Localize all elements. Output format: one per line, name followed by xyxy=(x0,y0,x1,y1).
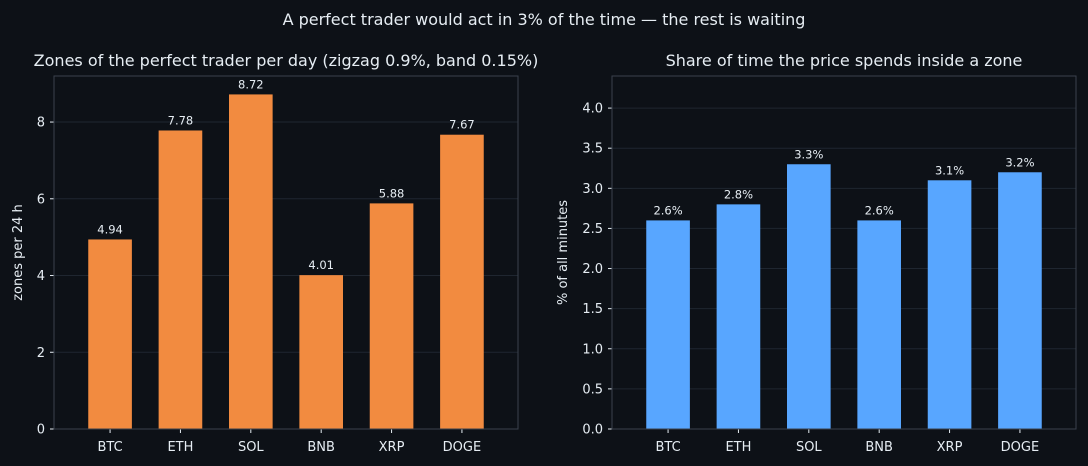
panel2-bar-btc xyxy=(646,220,690,429)
panel2-ytick-label: 2.5 xyxy=(582,222,603,237)
panel1-ytick-label: 2 xyxy=(37,346,45,361)
panel1-bar-xrp xyxy=(369,203,414,429)
panel1-data-label: 5.88 xyxy=(379,186,405,200)
panel1-ytick-label: 0 xyxy=(37,423,45,438)
panel1-xtick-label: BNB xyxy=(307,440,335,455)
panel2-y-axis-label: % of all minutes xyxy=(556,200,571,305)
panel2-ytick-label: 3.0 xyxy=(582,182,603,197)
panel1-title: Zones of the perfect trader per day (zig… xyxy=(34,51,539,70)
panel1-y-axis-label: zones per 24 h xyxy=(11,204,26,301)
panel2-xtick-label: ETH xyxy=(725,440,751,455)
panel1-data-label: 4.01 xyxy=(308,258,334,272)
panel2-bar-xrp xyxy=(927,180,972,429)
panel2-ytick-label: 0.0 xyxy=(582,423,603,438)
panel1-ytick-label: 4 xyxy=(37,269,45,284)
panel2-ytick-label: 0.5 xyxy=(582,382,603,397)
panel1-xtick-label: DOGE xyxy=(443,440,482,455)
panel2-xtick-label: BTC xyxy=(655,440,680,455)
panel2-bar-doge xyxy=(998,172,1042,430)
panel2-bar-eth xyxy=(716,204,761,429)
panel1-xtick-label: ETH xyxy=(167,440,193,455)
panel1-xtick-label: XRP xyxy=(379,440,405,455)
panel1-xtick-label: BTC xyxy=(97,440,122,455)
panel2-axes-frame xyxy=(611,75,1077,430)
panel2-bar-sol xyxy=(786,164,831,429)
panel2-title: Share of time the price spends inside a … xyxy=(666,51,1023,70)
panel1-xtick-label: SOL xyxy=(238,440,264,455)
panel2-data-label: 3.3% xyxy=(794,147,823,161)
panel2-xtick-label: DOGE xyxy=(1001,440,1040,455)
panel2-ytick-label: 1.0 xyxy=(582,342,603,357)
panel2-xtick-label: XRP xyxy=(937,440,963,455)
panel1-data-label: 7.67 xyxy=(449,118,475,132)
panel1-ytick-label: 8 xyxy=(37,116,45,131)
panel2-data-label: 2.6% xyxy=(865,203,894,217)
panel2-ytick-label: 4.0 xyxy=(582,102,603,117)
panel2-data-label: 3.2% xyxy=(1005,155,1034,169)
panel2-xtick-label: BNB xyxy=(865,440,893,455)
figure-title: A perfect trader would act in 3% of the … xyxy=(282,10,806,29)
panel1-data-label: 7.78 xyxy=(168,113,194,127)
panel2-ytick-label: 1.5 xyxy=(582,302,603,317)
panel1-bar-btc xyxy=(88,239,132,429)
panel1-bar-sol xyxy=(228,94,273,429)
panel2-data-label: 2.6% xyxy=(653,203,682,217)
panel1-data-label: 8.72 xyxy=(238,77,264,91)
panel2-xtick-label: SOL xyxy=(796,440,822,455)
panel1-data-label: 4.94 xyxy=(97,222,123,236)
panel2-bar-bnb xyxy=(857,220,902,429)
panel2-ytick-label: 2.0 xyxy=(582,262,603,277)
panel2-data-label: 2.8% xyxy=(724,187,753,201)
panel1-bar-doge xyxy=(440,134,484,429)
panel2-ytick-label: 3.5 xyxy=(582,142,603,157)
panel1-ytick-label: 6 xyxy=(37,192,45,207)
panel2-data-label: 3.1% xyxy=(935,163,964,177)
panel1-axes-frame xyxy=(53,75,519,430)
panel1-bar-bnb xyxy=(299,275,344,429)
panel1-bar-eth xyxy=(158,130,203,429)
